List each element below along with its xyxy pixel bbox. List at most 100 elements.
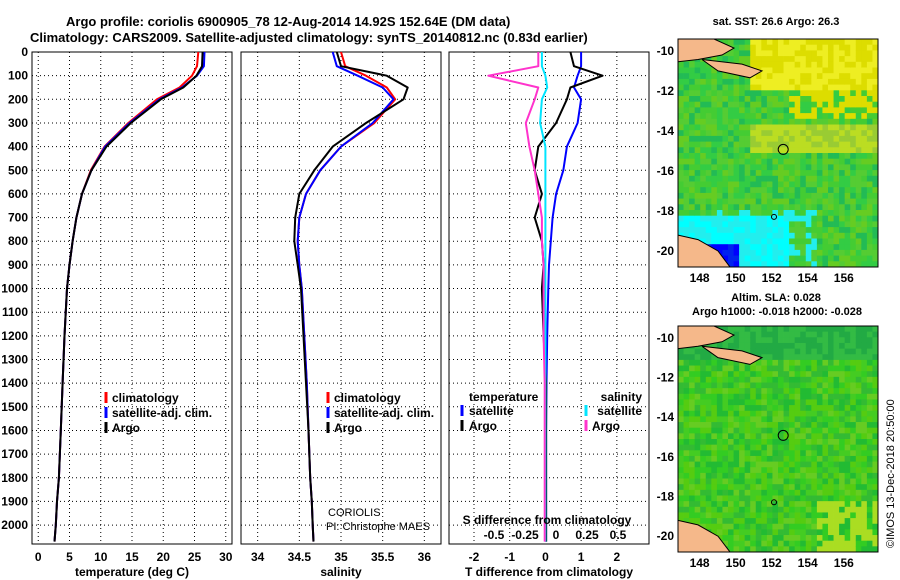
map-cell [755,50,762,57]
map-cell [861,348,868,355]
depth-tick-label: 1600 [1,423,28,437]
map-cell [839,44,846,51]
map-cell [728,39,734,46]
map-cell [728,523,734,530]
map-cell [872,484,878,491]
map-cell [822,135,829,142]
map-cell [805,376,812,383]
map-cell [705,227,712,234]
map-cell [705,359,712,366]
map-cell [822,107,829,114]
map-cell [839,255,846,262]
map-cell [850,210,857,217]
map-cell [755,147,762,154]
map-cell [805,158,812,165]
map-cell [855,175,862,182]
map-lon-label: 154 [798,271,818,285]
map-cell [678,439,684,446]
map-cell [783,410,790,417]
map-cell [683,130,690,137]
map-cell [728,472,734,479]
map-cell [778,501,784,508]
map-cell [783,210,790,217]
map-cell [855,501,862,508]
map-cell [689,489,696,496]
map-cell [855,484,862,491]
map-cell [872,249,878,256]
map-cell [683,348,690,355]
map-cell [744,416,751,423]
map-cell [733,227,740,234]
map-cell [694,455,701,462]
map-cell [789,540,796,547]
map-cell [750,518,757,525]
map-cell [828,506,834,513]
depth-tick-label: 900 [8,258,28,272]
map-cell [828,359,834,366]
map-cell [822,393,829,400]
legend-label-climatology: climatology [112,391,179,405]
map-cell [683,501,690,508]
map-cell [850,439,857,446]
map-cell [800,170,807,177]
map-cell [822,67,829,74]
map-cell [711,210,718,217]
map-cell [839,495,846,502]
map-cell [750,484,757,491]
map-cell [778,187,784,194]
map-cell [828,238,834,245]
land-new-guinea [678,39,736,63]
map-cell [789,255,796,262]
map-cell [689,495,696,502]
map-cell [761,478,768,485]
map-cell [744,410,751,417]
map-cell [839,67,846,74]
depth-tick-label: 1400 [1,376,28,390]
map-cell [839,354,846,361]
map-cell [761,472,768,479]
map-cell [711,232,718,239]
map-cell [755,455,762,462]
map-cell [716,422,723,429]
map-cell [822,484,829,491]
map-cell [678,455,684,462]
map-cell [711,506,718,513]
map-cell [833,39,840,46]
map-cell [789,410,796,417]
map-cell [744,478,751,485]
map-cell [822,455,829,462]
map-cell [850,478,857,485]
map-cell [716,170,723,177]
map-cell [783,215,790,222]
map-cell [750,244,757,251]
map-cell [744,215,751,222]
map-cell [716,227,723,234]
map-cell [844,354,851,361]
map-cell [772,439,779,446]
map-cell [678,187,684,194]
map-cell [844,467,851,474]
map-cell [844,170,851,177]
map-cell [872,393,878,400]
map-cell [794,244,801,251]
depth-tick-label: 2000 [1,518,28,532]
map-cell [694,467,701,474]
map-cell [716,467,723,474]
map-cell [855,506,862,513]
map-cell [861,56,868,63]
map-cell [711,354,718,361]
map-cell [816,489,823,496]
map-cell [778,147,784,154]
map-cell [778,348,784,355]
map-cell [872,124,878,131]
map-cell [833,540,840,547]
map-cell [705,444,712,451]
map-cell [800,221,807,228]
map-cell [789,422,796,429]
map-cell [778,410,784,417]
map-cell [783,422,790,429]
map-cell [700,518,707,525]
map-cell [705,210,712,217]
map-cell [872,158,878,165]
map-cell [761,227,768,234]
